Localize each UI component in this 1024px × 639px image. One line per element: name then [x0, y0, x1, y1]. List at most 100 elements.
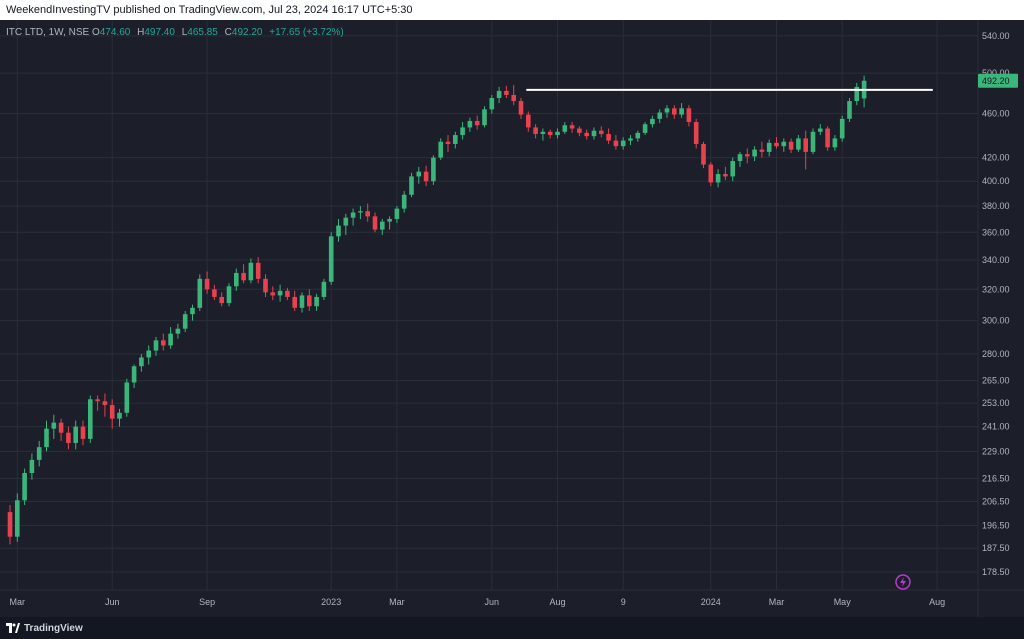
- candle-body: [511, 94, 516, 102]
- candle-up: [496, 86, 502, 104]
- candle-body: [219, 296, 224, 304]
- candle-down: [365, 203, 370, 222]
- candle-body: [124, 382, 130, 413]
- candle-body: [285, 290, 290, 297]
- candle-body: [818, 128, 823, 132]
- candle-body: [255, 262, 261, 279]
- candle-up: [277, 284, 283, 302]
- candle-down: [241, 264, 246, 284]
- candle-body: [58, 422, 64, 433]
- x-tick-label: 9: [621, 597, 626, 607]
- candle-down: [474, 115, 480, 130]
- candle-up: [839, 115, 845, 142]
- candle-down: [372, 212, 378, 233]
- candle-up: [766, 139, 772, 157]
- candle-up: [416, 166, 422, 184]
- y-tick-label: 460.00: [982, 109, 1010, 119]
- candle-down: [255, 257, 261, 284]
- candles: [7, 75, 867, 545]
- candle-body: [847, 101, 852, 119]
- lightning-icon[interactable]: [895, 574, 911, 590]
- candle-body: [504, 90, 509, 95]
- candle-body: [431, 157, 436, 182]
- candle-down: [285, 287, 290, 301]
- candle-body: [299, 295, 305, 308]
- y-tick-label: 300.00: [982, 316, 1010, 326]
- candle-body: [102, 401, 108, 406]
- candle-body: [22, 472, 27, 501]
- candle-down: [686, 105, 692, 127]
- candle-body: [672, 108, 677, 115]
- candle-body: [423, 171, 429, 182]
- candle-up: [197, 274, 203, 311]
- candle-up: [182, 310, 188, 333]
- candle-up: [117, 408, 122, 427]
- candle-up: [854, 82, 860, 106]
- candle-up: [635, 130, 641, 142]
- candle-body: [606, 133, 611, 141]
- candle-up: [861, 75, 867, 108]
- candle-down: [701, 141, 706, 169]
- candle-body: [460, 127, 465, 136]
- candle-down: [66, 426, 71, 450]
- candle-up: [394, 206, 400, 223]
- candle-up: [482, 106, 487, 128]
- candle-down: [613, 135, 619, 150]
- candle-down: [219, 292, 224, 307]
- y-tick-label: 178.50: [982, 567, 1010, 577]
- candle-body: [321, 281, 327, 297]
- candle-body: [664, 108, 670, 113]
- time-axis[interactable]: Mar Jun Sep 2023 Mar Jun Aug 9 2024 Mar May Aug: [10, 597, 946, 607]
- candle-down: [307, 289, 312, 311]
- candle-body: [358, 211, 363, 213]
- candlestick-chart[interactable]: 540.00 500.00 460.00 420.00 400.00 380.00 360.…: [0, 20, 1024, 617]
- tradingview-logo-icon[interactable]: [6, 623, 20, 633]
- candle-down: [693, 118, 699, 149]
- candle-up: [175, 323, 181, 339]
- candle-body: [394, 208, 400, 219]
- chart-area[interactable]: 540.00 500.00 460.00 420.00 400.00 380.00 360.…: [0, 20, 1024, 617]
- candle-body: [161, 340, 166, 346]
- candle-up: [650, 115, 655, 128]
- candle-down: [533, 124, 538, 139]
- candle-up: [781, 138, 787, 152]
- candle-body: [51, 422, 57, 429]
- candle-body: [642, 124, 648, 133]
- candle-body: [197, 278, 203, 308]
- candle-body: [95, 399, 100, 402]
- candle-body: [453, 135, 458, 144]
- x-tick-label: 2023: [321, 597, 341, 607]
- candle-up: [299, 292, 305, 313]
- candle-body: [577, 128, 582, 133]
- current-price-badge: [978, 73, 1018, 88]
- candle-up: [431, 155, 436, 185]
- candle-down: [723, 166, 728, 181]
- candle-body: [825, 128, 830, 148]
- y-tick-label: 360.00: [982, 227, 1010, 237]
- candle-body: [328, 236, 334, 282]
- candle-down: [526, 111, 531, 132]
- candle-body: [482, 109, 487, 126]
- candle-body: [693, 122, 699, 144]
- symbol-label[interactable]: ITC LTD, 1W, NSE: [6, 27, 90, 38]
- candle-down: [759, 141, 765, 158]
- candle-body: [226, 286, 232, 304]
- candle-down: [504, 85, 509, 98]
- candle-up: [810, 128, 816, 155]
- candle-down: [825, 126, 830, 151]
- price-axis[interactable]: 540.00 500.00 460.00 420.00 400.00 380.00 360.…: [0, 20, 1024, 617]
- candle-up: [124, 378, 130, 417]
- candle-down: [58, 418, 64, 441]
- candle-up: [832, 135, 838, 151]
- footer-brand[interactable]: TradingView: [24, 622, 83, 634]
- candle-down: [7, 504, 13, 545]
- candle-body: [270, 292, 276, 296]
- candle-up: [737, 151, 743, 167]
- candle-body: [540, 131, 546, 134]
- candle-up: [818, 124, 823, 136]
- candle-up: [88, 395, 93, 443]
- candle-body: [467, 120, 473, 128]
- candle-body: [387, 218, 392, 222]
- candle-body: [445, 141, 451, 144]
- candle-down: [803, 130, 808, 170]
